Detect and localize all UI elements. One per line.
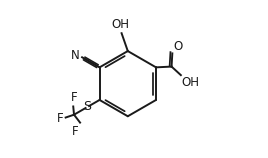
Text: OH: OH: [181, 76, 199, 89]
Text: F: F: [57, 112, 63, 125]
Text: F: F: [72, 125, 79, 138]
Text: N: N: [70, 49, 79, 62]
Text: OH: OH: [112, 18, 130, 31]
Text: S: S: [83, 100, 91, 113]
Text: O: O: [173, 40, 182, 53]
Text: F: F: [71, 91, 77, 104]
